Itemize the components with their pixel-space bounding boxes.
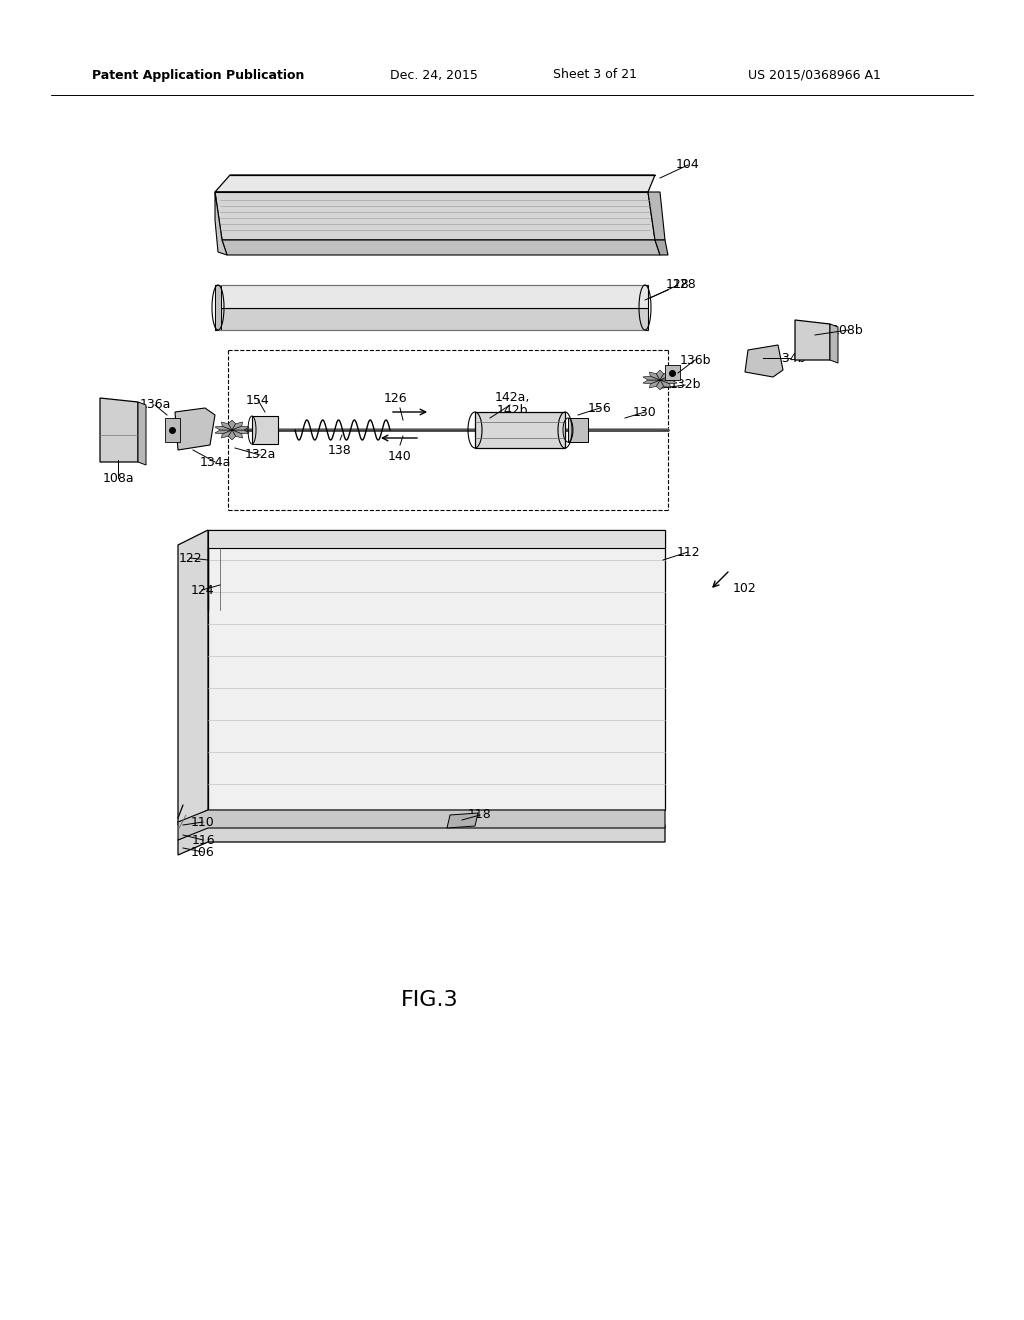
- Text: 104: 104: [676, 158, 699, 172]
- Polygon shape: [175, 408, 215, 450]
- Polygon shape: [649, 380, 660, 388]
- Polygon shape: [215, 430, 232, 434]
- Polygon shape: [660, 380, 671, 388]
- Text: 142a,: 142a,: [495, 392, 529, 404]
- Polygon shape: [215, 308, 648, 330]
- Polygon shape: [165, 418, 180, 442]
- Polygon shape: [232, 422, 243, 430]
- Text: 136b: 136b: [679, 354, 711, 367]
- Polygon shape: [830, 323, 838, 363]
- Polygon shape: [221, 422, 232, 430]
- Polygon shape: [228, 430, 236, 440]
- Polygon shape: [660, 376, 677, 380]
- Polygon shape: [215, 285, 648, 308]
- Polygon shape: [795, 319, 830, 360]
- Polygon shape: [660, 372, 671, 380]
- Polygon shape: [215, 285, 221, 330]
- Text: 118: 118: [468, 808, 492, 821]
- Polygon shape: [232, 430, 249, 434]
- Polygon shape: [215, 426, 232, 430]
- Text: 122: 122: [178, 552, 202, 565]
- Polygon shape: [475, 412, 565, 447]
- Text: 126: 126: [383, 392, 407, 404]
- Polygon shape: [252, 416, 278, 444]
- Polygon shape: [649, 372, 660, 380]
- Polygon shape: [178, 531, 208, 825]
- Polygon shape: [215, 191, 227, 255]
- Polygon shape: [656, 380, 664, 389]
- Polygon shape: [138, 403, 146, 465]
- Polygon shape: [232, 430, 243, 438]
- Text: 156: 156: [588, 401, 612, 414]
- Polygon shape: [643, 376, 660, 380]
- Text: 130: 130: [633, 405, 656, 418]
- Polygon shape: [100, 399, 138, 462]
- Text: 116: 116: [191, 833, 215, 846]
- Polygon shape: [656, 370, 664, 380]
- Polygon shape: [447, 813, 478, 828]
- Text: 140: 140: [388, 450, 412, 462]
- Text: 136a: 136a: [139, 399, 171, 412]
- Text: Dec. 24, 2015: Dec. 24, 2015: [390, 69, 478, 82]
- Polygon shape: [648, 191, 665, 240]
- Polygon shape: [178, 825, 665, 855]
- Text: 154: 154: [246, 393, 270, 407]
- Polygon shape: [665, 366, 680, 380]
- Text: 112: 112: [676, 545, 699, 558]
- Text: 138: 138: [328, 444, 352, 457]
- Text: 108a: 108a: [102, 471, 134, 484]
- Polygon shape: [643, 380, 660, 384]
- Polygon shape: [221, 430, 232, 438]
- Polygon shape: [208, 531, 665, 810]
- Polygon shape: [660, 380, 677, 384]
- Text: 128: 128: [673, 279, 697, 292]
- Text: 142b: 142b: [497, 404, 527, 417]
- Polygon shape: [208, 531, 665, 548]
- Text: 132a: 132a: [245, 449, 275, 462]
- Polygon shape: [228, 420, 236, 430]
- Text: 102: 102: [733, 582, 757, 594]
- Text: 110: 110: [191, 816, 215, 829]
- Text: Sheet 3 of 21: Sheet 3 of 21: [553, 69, 637, 82]
- Text: 132b: 132b: [670, 379, 700, 392]
- Polygon shape: [568, 418, 588, 442]
- Polygon shape: [215, 176, 655, 191]
- Polygon shape: [178, 810, 665, 840]
- Polygon shape: [745, 345, 783, 378]
- Text: FIG.3: FIG.3: [401, 990, 459, 1010]
- Polygon shape: [222, 240, 660, 255]
- Polygon shape: [232, 426, 249, 430]
- Text: 134b: 134b: [774, 351, 806, 364]
- Polygon shape: [655, 240, 668, 255]
- Polygon shape: [215, 191, 655, 240]
- Text: 108b: 108b: [833, 323, 864, 337]
- Text: Patent Application Publication: Patent Application Publication: [92, 69, 304, 82]
- Text: 106: 106: [191, 846, 215, 858]
- Text: 134a: 134a: [200, 455, 230, 469]
- Text: 124: 124: [190, 583, 214, 597]
- Text: US 2015/0368966 A1: US 2015/0368966 A1: [748, 69, 881, 82]
- Text: 128: 128: [667, 279, 690, 292]
